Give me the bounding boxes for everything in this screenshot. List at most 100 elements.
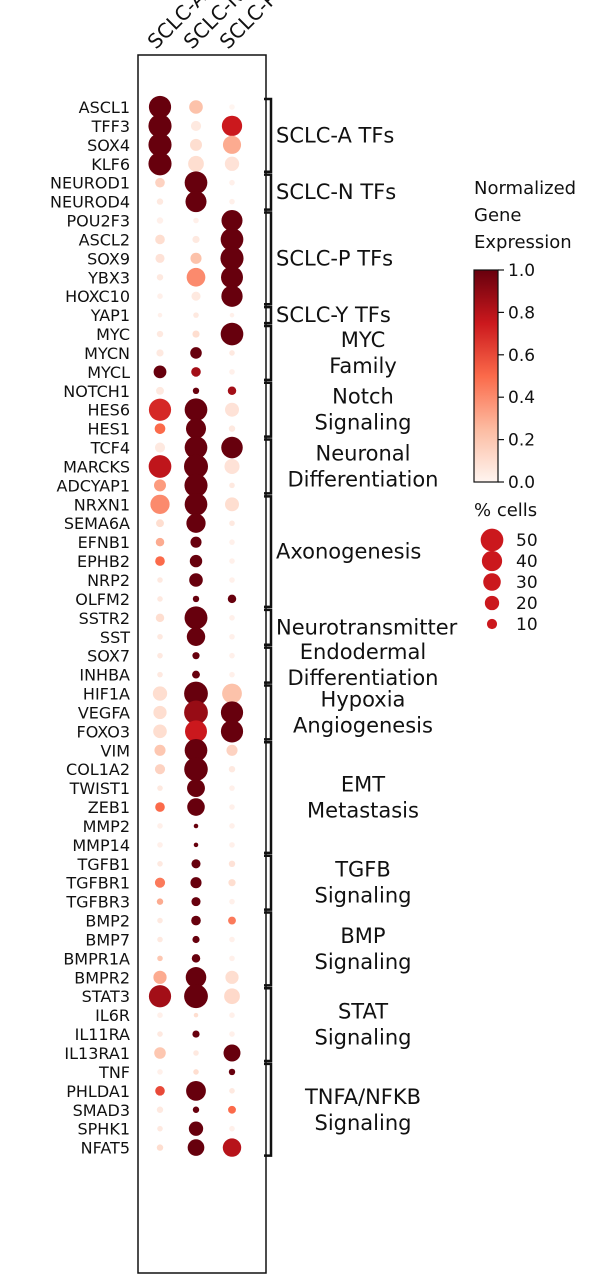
- dot-point: [154, 1047, 166, 1059]
- group-label-line: Signaling: [315, 884, 412, 908]
- plot-frame: [137, 54, 267, 1274]
- dot-point: [157, 955, 163, 962]
- dot-point: [192, 1106, 200, 1113]
- dot-point: [222, 1138, 242, 1157]
- group-label-line: Neurotransmitter: [276, 615, 458, 639]
- group-label-line: STAT: [338, 1000, 388, 1024]
- dot-point: [187, 779, 205, 798]
- gene-label: HES1: [88, 420, 130, 439]
- gene-label: BMPR1A: [63, 949, 130, 968]
- dot-point: [229, 350, 235, 356]
- dot-point: [153, 970, 167, 984]
- dot-point: [224, 156, 240, 171]
- dot-point: [148, 985, 172, 1008]
- dot-point: [157, 1012, 163, 1018]
- gene-label: VEGFA: [78, 703, 130, 722]
- dot-point: [193, 842, 199, 848]
- group-label-line: Signaling: [315, 950, 412, 974]
- dot-point: [229, 615, 235, 621]
- size-legend-dot: [483, 573, 501, 591]
- dot-point: [193, 823, 199, 829]
- dot-point: [229, 823, 235, 829]
- group-label: SCLC-A TFs: [276, 123, 394, 147]
- group-bracket: [264, 495, 273, 609]
- group-label-line: Differentiation: [288, 666, 439, 690]
- gene-label: SOX4: [87, 136, 130, 155]
- colorbar-title: Gene: [474, 205, 522, 226]
- dot-point: [157, 936, 163, 943]
- dot-point: [193, 1050, 199, 1056]
- group-label: STAT Signaling: [315, 1000, 412, 1050]
- dot-point: [184, 473, 208, 497]
- gene-label: EFNB1: [78, 533, 130, 552]
- gene-label: EPHB2: [77, 552, 130, 571]
- dot-point: [184, 398, 208, 422]
- dot-point: [191, 291, 201, 301]
- group-bracket: [264, 211, 273, 306]
- colorbar-tick-label: 0.6: [508, 346, 535, 366]
- dot-point: [184, 738, 208, 762]
- gene-label: NEUROD1: [50, 174, 130, 193]
- gene-label: HIF1A: [83, 685, 130, 704]
- dot-point: [157, 293, 163, 299]
- group-label-line: MYC: [341, 328, 385, 352]
- group-bracket: [264, 684, 273, 741]
- group-bracket: [264, 438, 273, 495]
- dot-point: [228, 1105, 236, 1114]
- dot-point: [229, 179, 235, 186]
- dot-point: [157, 842, 163, 848]
- dot-point: [155, 613, 165, 623]
- dot-point: [221, 210, 243, 232]
- dot-point: [220, 720, 244, 743]
- dot-point: [155, 537, 165, 547]
- dot-point: [184, 700, 208, 725]
- group-label-line: EMT: [341, 773, 385, 797]
- gene-label: IL13RA1: [64, 1044, 130, 1063]
- dot-point: [154, 877, 166, 888]
- size-legend-label: 50: [516, 531, 538, 551]
- group-label: Endodermal Differentiation: [288, 640, 439, 690]
- size-legend-dot: [486, 618, 498, 630]
- dot-point: [224, 458, 240, 475]
- gene-label: INHBA: [79, 666, 130, 685]
- dot-point: [191, 954, 201, 963]
- group-bracket: [264, 854, 273, 911]
- dot-point: [157, 823, 163, 829]
- dot-point: [229, 104, 235, 110]
- gene-label: ASCL2: [79, 230, 130, 249]
- dot-point: [188, 155, 204, 172]
- group-label: TGFB Signaling: [315, 858, 412, 908]
- dot-point: [152, 686, 168, 701]
- dot-point: [153, 705, 167, 720]
- group-label: Hypoxia Angiogenesis: [293, 687, 433, 737]
- dot-point: [229, 1031, 235, 1037]
- dot-point: [155, 253, 165, 263]
- gene-label: MMP2: [83, 817, 130, 836]
- dot-point: [148, 133, 172, 157]
- dot-point: [192, 330, 200, 338]
- dot-point: [185, 191, 207, 213]
- dot-point: [221, 285, 243, 307]
- dot-point: [193, 1069, 199, 1075]
- gene-label: POU2F3: [66, 212, 130, 231]
- size-legend-dot: [481, 550, 503, 572]
- gene-label: NOTCH1: [63, 382, 130, 401]
- group-label: Notch Signaling: [315, 385, 412, 435]
- colorbar: [473, 269, 499, 483]
- dot-point: [192, 595, 200, 603]
- dot-point: [193, 217, 199, 224]
- dot-point: [155, 1086, 165, 1096]
- dot-point: [157, 917, 163, 924]
- dot-point: [186, 1080, 206, 1101]
- dot-point: [229, 785, 235, 791]
- dot-point: [229, 633, 235, 640]
- dot-point: [192, 670, 200, 679]
- gene-label: TGFB1: [76, 855, 130, 874]
- gene-label: BMP2: [85, 912, 130, 931]
- gene-label: ADCYAP1: [57, 476, 130, 495]
- gene-label: OLFM2: [75, 590, 130, 609]
- dot-point: [229, 955, 235, 962]
- dot-point: [184, 681, 208, 706]
- group-label-line: Family: [329, 354, 397, 378]
- group-label-line: Metastasis: [307, 799, 419, 823]
